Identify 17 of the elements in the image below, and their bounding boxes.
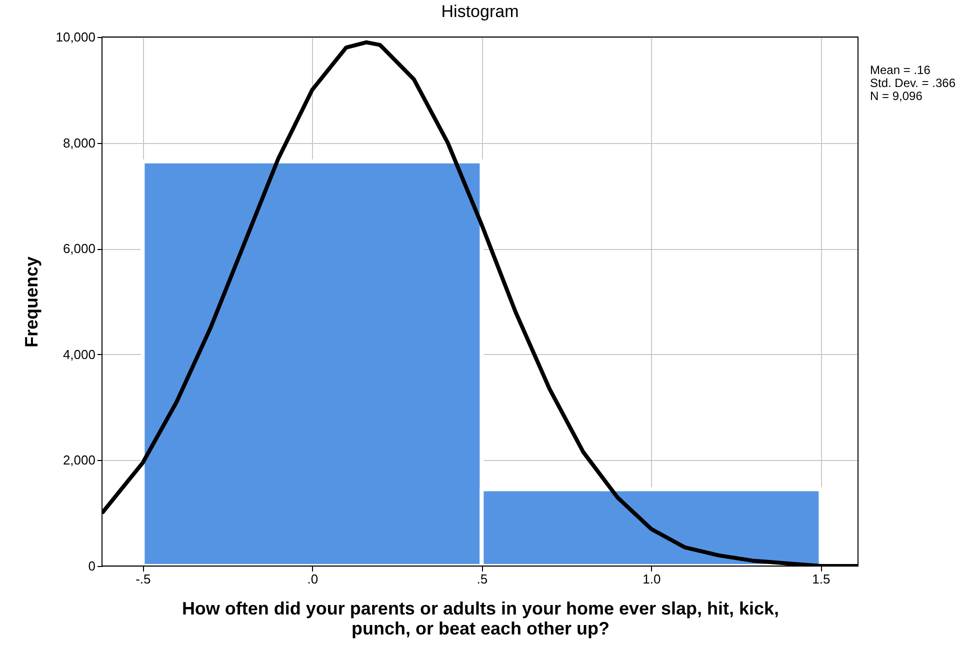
x-tick-label: .5 (476, 572, 488, 586)
y-tick-label: 8,000 (62, 135, 96, 150)
y-tick-label: 2,000 (62, 452, 96, 468)
y-tick-label: 4,000 (62, 346, 96, 362)
x-axis-title: How often did your parents or adults in your home ever slap, hit, kick, punch, or beat each other up? (182, 598, 780, 638)
x-tick-label: -.5 (136, 572, 151, 586)
text: N = 9,096 (870, 89, 923, 103)
chart-title: Histogram (441, 2, 519, 21)
x-tick-label: 1.5 (812, 572, 830, 586)
y-tick-label: 10,000 (56, 30, 96, 44)
text: Mean = .16 (870, 63, 931, 77)
y-tick-label: 0 (88, 558, 96, 574)
text: Std. Dev. = .366 (870, 76, 956, 90)
y-tick-label: 6,000 (62, 241, 96, 256)
x-tick-label: .0 (307, 572, 318, 586)
x-tick-label: 1.0 (642, 572, 661, 586)
y-axis-title: Frequency (22, 256, 42, 348)
